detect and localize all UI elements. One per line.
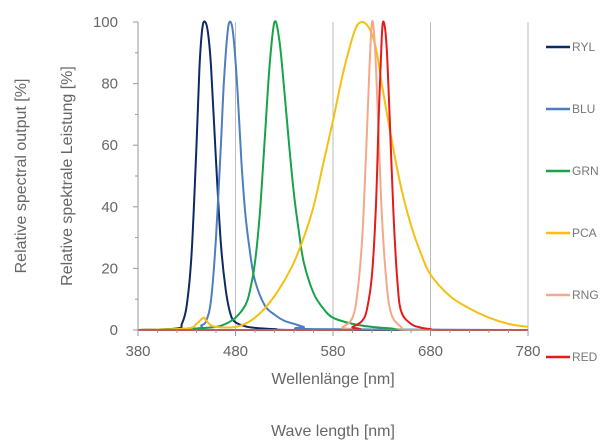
grid bbox=[235, 22, 529, 330]
legend-label-rng: RNG bbox=[572, 288, 599, 302]
y-tick-label: 80 bbox=[101, 76, 118, 93]
x-axis-label-alt: Wave length [nm] bbox=[271, 423, 395, 440]
y-tick-label: 20 bbox=[101, 260, 118, 277]
legend-label-grn: GRN bbox=[572, 164, 599, 178]
legend-label-red: RED bbox=[572, 350, 598, 364]
series-line-blu bbox=[137, 20, 529, 331]
series-line-rng bbox=[138, 19, 528, 332]
y-tick-label: 60 bbox=[101, 137, 118, 154]
series-line-grn bbox=[137, 20, 528, 331]
x-axis-label: Wellenlänge [nm] bbox=[271, 371, 394, 388]
legend-label-ryl: RYL bbox=[572, 40, 595, 54]
series-line-red bbox=[138, 20, 528, 332]
y-axis-label-alt: Relative spectral output [%] bbox=[13, 79, 30, 274]
x-tick-label: 680 bbox=[418, 343, 443, 360]
legend-label-blu: BLU bbox=[572, 102, 595, 116]
tick-labels: 380 480 580 680 780 0 20 40 60 80 100 bbox=[93, 14, 541, 360]
series-line-ryl bbox=[137, 20, 528, 332]
x-tick-label: 780 bbox=[515, 343, 540, 360]
x-tick-label: 580 bbox=[320, 343, 345, 360]
x-tick-label: 380 bbox=[125, 343, 150, 360]
series-line-pca bbox=[137, 21, 529, 331]
x-tick-label: 480 bbox=[223, 343, 248, 360]
y-tick-label: 0 bbox=[110, 322, 118, 339]
series-lines bbox=[137, 19, 529, 332]
y-tick-label: 100 bbox=[93, 14, 118, 31]
legend-label-pca: PCA bbox=[572, 226, 597, 240]
y-axis-label: Relative spektrale Leistung [%] bbox=[59, 66, 76, 286]
y-tick-label: 40 bbox=[101, 199, 118, 216]
legend: RYL BLU GRN PCA RNG RED bbox=[546, 40, 599, 364]
